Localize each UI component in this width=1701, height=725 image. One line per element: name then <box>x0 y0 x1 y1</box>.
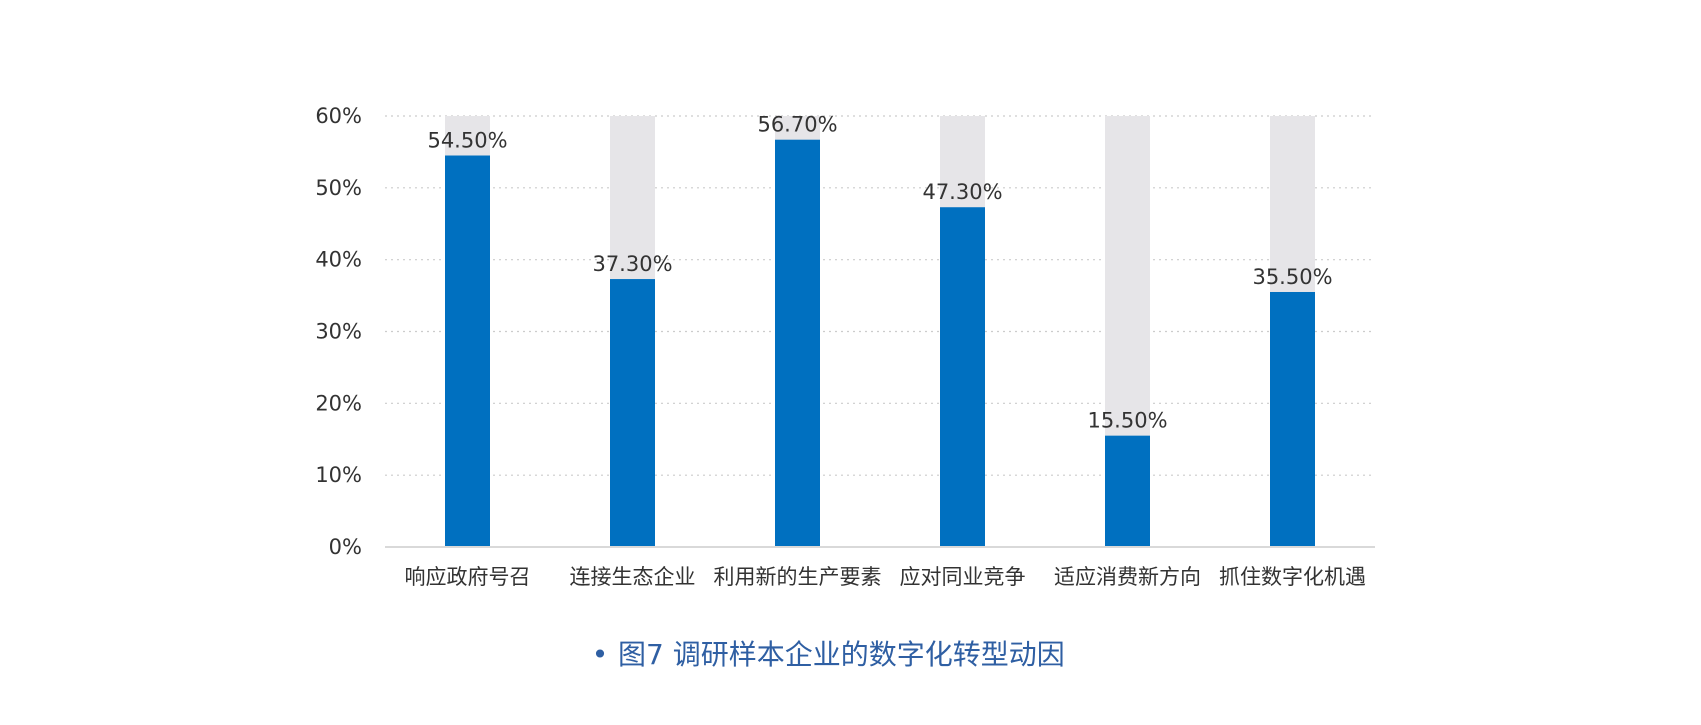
data-label: 35.50% <box>1252 265 1332 289</box>
y-tick-label: 40% <box>315 248 362 272</box>
bars-layer <box>445 116 1315 547</box>
caption-layer: • 图7 调研样本企业的数字化转型动因 <box>592 638 1065 671</box>
labels-layer: 54.50% 响应政府号召 37.30% 连接生态企业 56.70% 利用新的生产要素 47… <box>405 113 1367 589</box>
data-label: 54.50% <box>427 129 507 153</box>
y-tick-label: 10% <box>315 463 362 487</box>
data-label: 47.30% <box>922 180 1002 204</box>
data-label: 37.30% <box>592 252 672 276</box>
grid-layer <box>385 115 1375 476</box>
y-tick-label: 50% <box>315 176 362 200</box>
x-category-label: 适应消费新方向 <box>1054 565 1201 589</box>
x-category-label: 连接生态企业 <box>570 565 696 589</box>
x-category-label: 抓住数字化机遇 <box>1219 565 1366 589</box>
y-tick-label: 20% <box>315 391 362 415</box>
data-label: 56.70% <box>757 113 837 137</box>
bar <box>1270 291 1315 547</box>
bar <box>445 155 490 547</box>
chart-caption: 图7 调研样本企业的数字化转型动因 <box>618 638 1065 671</box>
x-category-label: 应对同业竞争 <box>900 565 1026 589</box>
y-tick-label: 0% <box>329 535 362 559</box>
axis-layer: 0% 10% 20% 30% 40% 50% 60% <box>315 104 1375 559</box>
bar <box>610 279 655 547</box>
x-category-label: 利用新的生产要素 <box>714 565 882 589</box>
data-label: 15.50% <box>1087 409 1167 433</box>
y-tick-label: 60% <box>315 104 362 128</box>
bar <box>775 139 820 547</box>
y-tick-label: 30% <box>315 320 362 344</box>
x-category-label: 响应政府号召 <box>405 565 531 589</box>
bar <box>1105 435 1150 547</box>
bar <box>940 207 985 547</box>
caption-bullet: • <box>592 638 609 671</box>
